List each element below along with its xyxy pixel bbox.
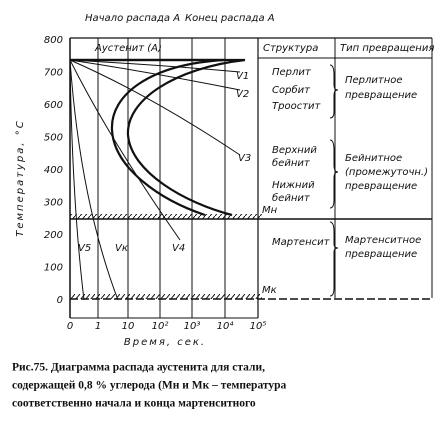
structure: Мартенсит bbox=[272, 237, 331, 248]
transformation: превращение bbox=[345, 249, 417, 260]
x-tick-label: 10⁵ bbox=[250, 321, 267, 332]
labels: Начало распада А Конец распада А Аустенит … bbox=[12, 13, 434, 410]
y-tick-label: 400 bbox=[44, 165, 63, 176]
top-label: Начало распада А bbox=[85, 13, 180, 24]
x-tick-label: 0 bbox=[67, 321, 73, 332]
cooling-rate: Vк bbox=[115, 243, 128, 254]
x-tick-label: 1 bbox=[95, 321, 101, 332]
region-label: Аустенит (А) bbox=[94, 43, 162, 54]
line-label: Mк bbox=[262, 285, 277, 296]
y-axis-label: Температура, °С bbox=[15, 119, 26, 237]
transformation: Бейнитное bbox=[345, 153, 402, 164]
transformation: Мартенситное bbox=[345, 235, 421, 246]
x-tick-label: 10⁴ bbox=[217, 320, 234, 332]
braces bbox=[329, 64, 339, 297]
cooling-rate: V5 bbox=[78, 243, 91, 254]
plot-frame bbox=[69, 37, 433, 319]
x-tick-label: 10² bbox=[152, 321, 169, 332]
structure: Сорбит bbox=[272, 84, 311, 96]
caption: Рис.75. Диаграмма распада аустенита для … bbox=[12, 362, 265, 374]
structure: Нижний bbox=[272, 180, 315, 191]
caption: содержащей 0,8 % углерода (Mн и Mк – тем… bbox=[12, 380, 287, 392]
top-label: Конец распада А bbox=[185, 13, 275, 24]
y-tick-label: 200 bbox=[44, 230, 63, 241]
y-tick-label: 500 bbox=[44, 133, 63, 144]
c-curves bbox=[70, 58, 246, 217]
y-tick-label: 700 bbox=[44, 68, 63, 79]
line-label: Mн bbox=[262, 205, 278, 216]
cooling-curves bbox=[69, 59, 241, 301]
transformation: Перлитное bbox=[345, 75, 403, 86]
y-tick-label: 800 bbox=[44, 35, 63, 46]
x-tick-label: 10³ bbox=[184, 321, 201, 332]
cooling-rate: V2 bbox=[236, 89, 249, 100]
transformation: (промежуточн.) bbox=[345, 167, 428, 178]
x-axis-label: Время, сек. bbox=[124, 337, 206, 348]
cooling-rate: V1 bbox=[236, 71, 249, 82]
ms-mf-lines bbox=[70, 214, 432, 300]
x-tick-label: 10 bbox=[122, 321, 135, 332]
structure: Верхний bbox=[272, 145, 317, 156]
cooling-rate: V3 bbox=[238, 153, 251, 164]
structure: бейнит bbox=[272, 157, 311, 169]
structure: бейнит bbox=[272, 192, 311, 204]
y-tick-label: 100 bbox=[44, 263, 63, 274]
structure: Перлит bbox=[272, 67, 312, 78]
structure: Троостит bbox=[272, 101, 322, 112]
caption: соответственно начала и конца мартенситн… bbox=[12, 398, 256, 410]
column-header: Тип превращения bbox=[340, 43, 434, 54]
y-tick-label: 0 bbox=[57, 295, 63, 306]
transformation: превращение bbox=[345, 181, 417, 192]
transformation: превращение bbox=[345, 90, 417, 101]
column-header: Структура bbox=[263, 43, 318, 54]
y-tick-label: 300 bbox=[44, 198, 63, 209]
cooling-rate: V4 bbox=[172, 243, 185, 254]
y-tick-label: 600 bbox=[44, 100, 63, 111]
